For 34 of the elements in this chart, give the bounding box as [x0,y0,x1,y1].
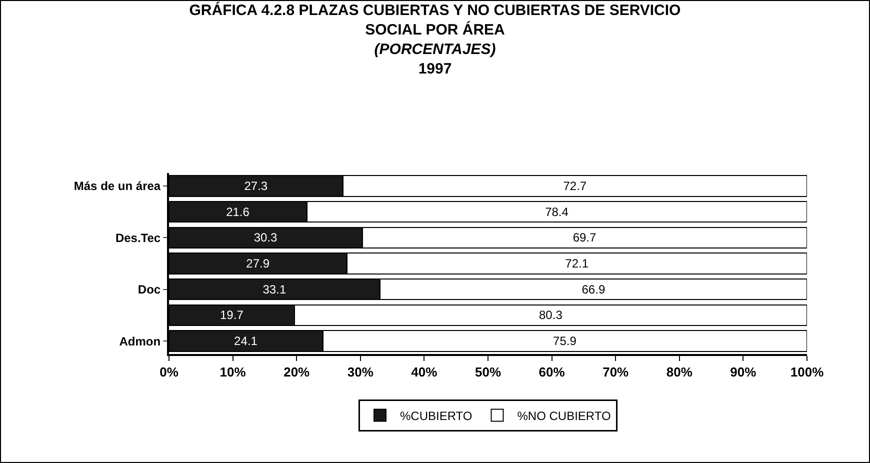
y-tick-label: Des.Tec [115,230,161,245]
data-label: 66.9 [582,282,606,296]
x-tick-label: 10% [220,364,246,380]
chart-title: GRÁFICA 4.2.8 PLAZAS CUBIERTAS Y NO CUBIERTAS DE SERVICIO SOCIAL POR ÁREA [189,0,682,38]
y-tick-label: Doc [138,282,161,297]
x-tick-label: 20% [284,364,310,380]
x-tick-label: 100% [790,364,824,380]
legend-label: %NO CUBIERTO [517,408,611,423]
x-tick-label: 30% [347,364,374,380]
x-tick-label: 80% [666,364,693,380]
y-tick-label: Más de un área [74,179,161,194]
text: 1997 [418,60,452,78]
x-tick-label: 0% [160,364,179,380]
y-tick-label: Admon [119,334,161,348]
data-label: 69.7 [572,230,596,245]
x-tick-label: 90% [730,364,757,380]
data-label: 30.3 [254,230,278,245]
x-tick-label: 40% [411,364,438,380]
data-label: 27.3 [244,178,268,193]
data-label: 24.1 [234,334,258,348]
data-label: 19.7 [220,308,244,322]
data-label: 21.6 [226,204,250,219]
chart-subtitle: (PORCENTAJES) [374,40,496,58]
data-label: 78.4 [545,204,569,219]
x-tick-label: 60% [538,364,566,380]
x-tick-label: 50% [474,364,502,380]
data-label: 72.7 [563,178,587,193]
data-label: 27.9 [246,256,270,270]
x-tick-label: 70% [602,364,630,380]
data-label: 80.3 [539,308,563,322]
legend-label: %CUBIERTO [400,408,472,423]
data-label: 72.1 [565,256,589,270]
data-label: 33.1 [262,282,286,296]
data-label: 75.9 [553,334,577,348]
